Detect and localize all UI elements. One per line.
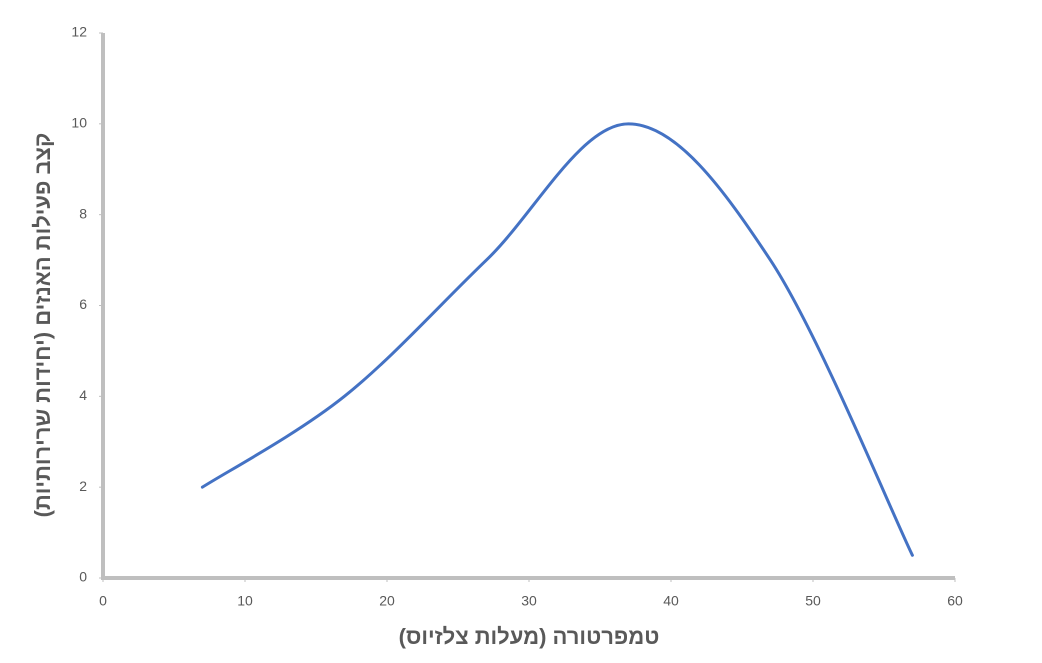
x-tick-label: 10 <box>237 593 253 609</box>
x-tick-label: 20 <box>379 593 395 609</box>
y-tick-label: 12 <box>71 24 87 40</box>
y-tick-label: 0 <box>79 569 87 585</box>
x-tick-label: 30 <box>521 593 537 609</box>
y-axis-title: קצב פעילות האנזים (יחידות שרירותיות) <box>30 133 55 518</box>
x-tick-label: 0 <box>99 593 107 609</box>
x-tick-label: 60 <box>947 593 963 609</box>
y-tick-label: 6 <box>79 296 87 312</box>
y-tick-label: 4 <box>79 387 87 403</box>
x-tick-label: 50 <box>805 593 821 609</box>
y-tick-label: 2 <box>79 478 87 494</box>
y-tick-label: 10 <box>71 115 87 131</box>
x-tick-label: 40 <box>663 593 679 609</box>
y-tick-label: 8 <box>79 205 87 221</box>
x-axis-title: טמפרטורה (מעלות צלזיוס) <box>399 624 660 649</box>
data-line <box>200 122 914 557</box>
